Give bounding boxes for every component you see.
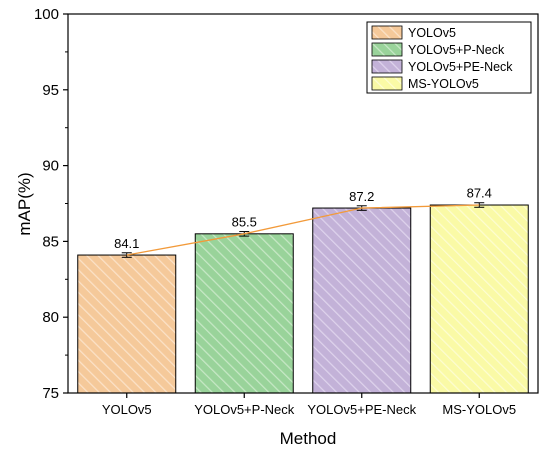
- legend-label-3: YOLOv5+PE-Neck: [408, 60, 513, 74]
- legend-swatch-4: [371, 76, 403, 91]
- legend-swatch-1: [371, 25, 403, 40]
- y-tick-label: 85: [42, 233, 59, 250]
- y-tick-label: 75: [42, 385, 59, 402]
- y-tick-label: 80: [42, 309, 59, 326]
- bar-yolov5: [77, 254, 177, 394]
- y-tick-label: 100: [34, 6, 59, 23]
- legend-label-1: YOLOv5: [408, 26, 456, 40]
- y-axis-label: mAP(%): [15, 172, 34, 235]
- value-label-3: 87.2: [349, 189, 374, 204]
- legend-swatch-2: [371, 42, 403, 57]
- x-axis-label: Method: [280, 429, 337, 448]
- legend-swatch-3: [371, 59, 403, 74]
- x-tick-label: MS-YOLOv5: [442, 402, 516, 417]
- bar-ms-yolov5: [429, 204, 529, 394]
- y-tick-label: 90: [42, 158, 59, 175]
- x-tick-label: YOLOv5: [102, 402, 152, 417]
- axes-group: 75 80 85 90 95 100 YOLOv5 YOLOv5+P-Neck YOLOv5+P…: [34, 6, 539, 417]
- value-labels-group: 84.1 85.5 87.2 87.4: [114, 186, 492, 251]
- trend-line: [126, 204, 480, 256]
- error-bar-4: [474, 202, 485, 208]
- trend-line-group: [126, 204, 480, 256]
- value-label-1: 84.1: [114, 236, 139, 251]
- legend-label-2: YOLOv5+P-Neck: [408, 43, 505, 57]
- x-tick-label: YOLOv5+PE-Neck: [307, 402, 416, 417]
- error-bars-group: [121, 202, 485, 258]
- y-tick-label: 95: [42, 82, 59, 99]
- bars-group: [77, 204, 529, 394]
- value-label-4: 87.4: [467, 186, 492, 201]
- bar-yolov5-pe-neck: [312, 207, 412, 394]
- legend-label-4: MS-YOLOv5: [408, 77, 479, 91]
- legend: YOLOv5 YOLOv5+P-Neck YOLOv5+PE-Neck MS-YOLO…: [366, 21, 532, 94]
- bar-yolov5-p-neck: [194, 233, 294, 394]
- x-tick-label: YOLOv5+P-Neck: [194, 402, 295, 417]
- value-label-2: 85.5: [232, 215, 257, 230]
